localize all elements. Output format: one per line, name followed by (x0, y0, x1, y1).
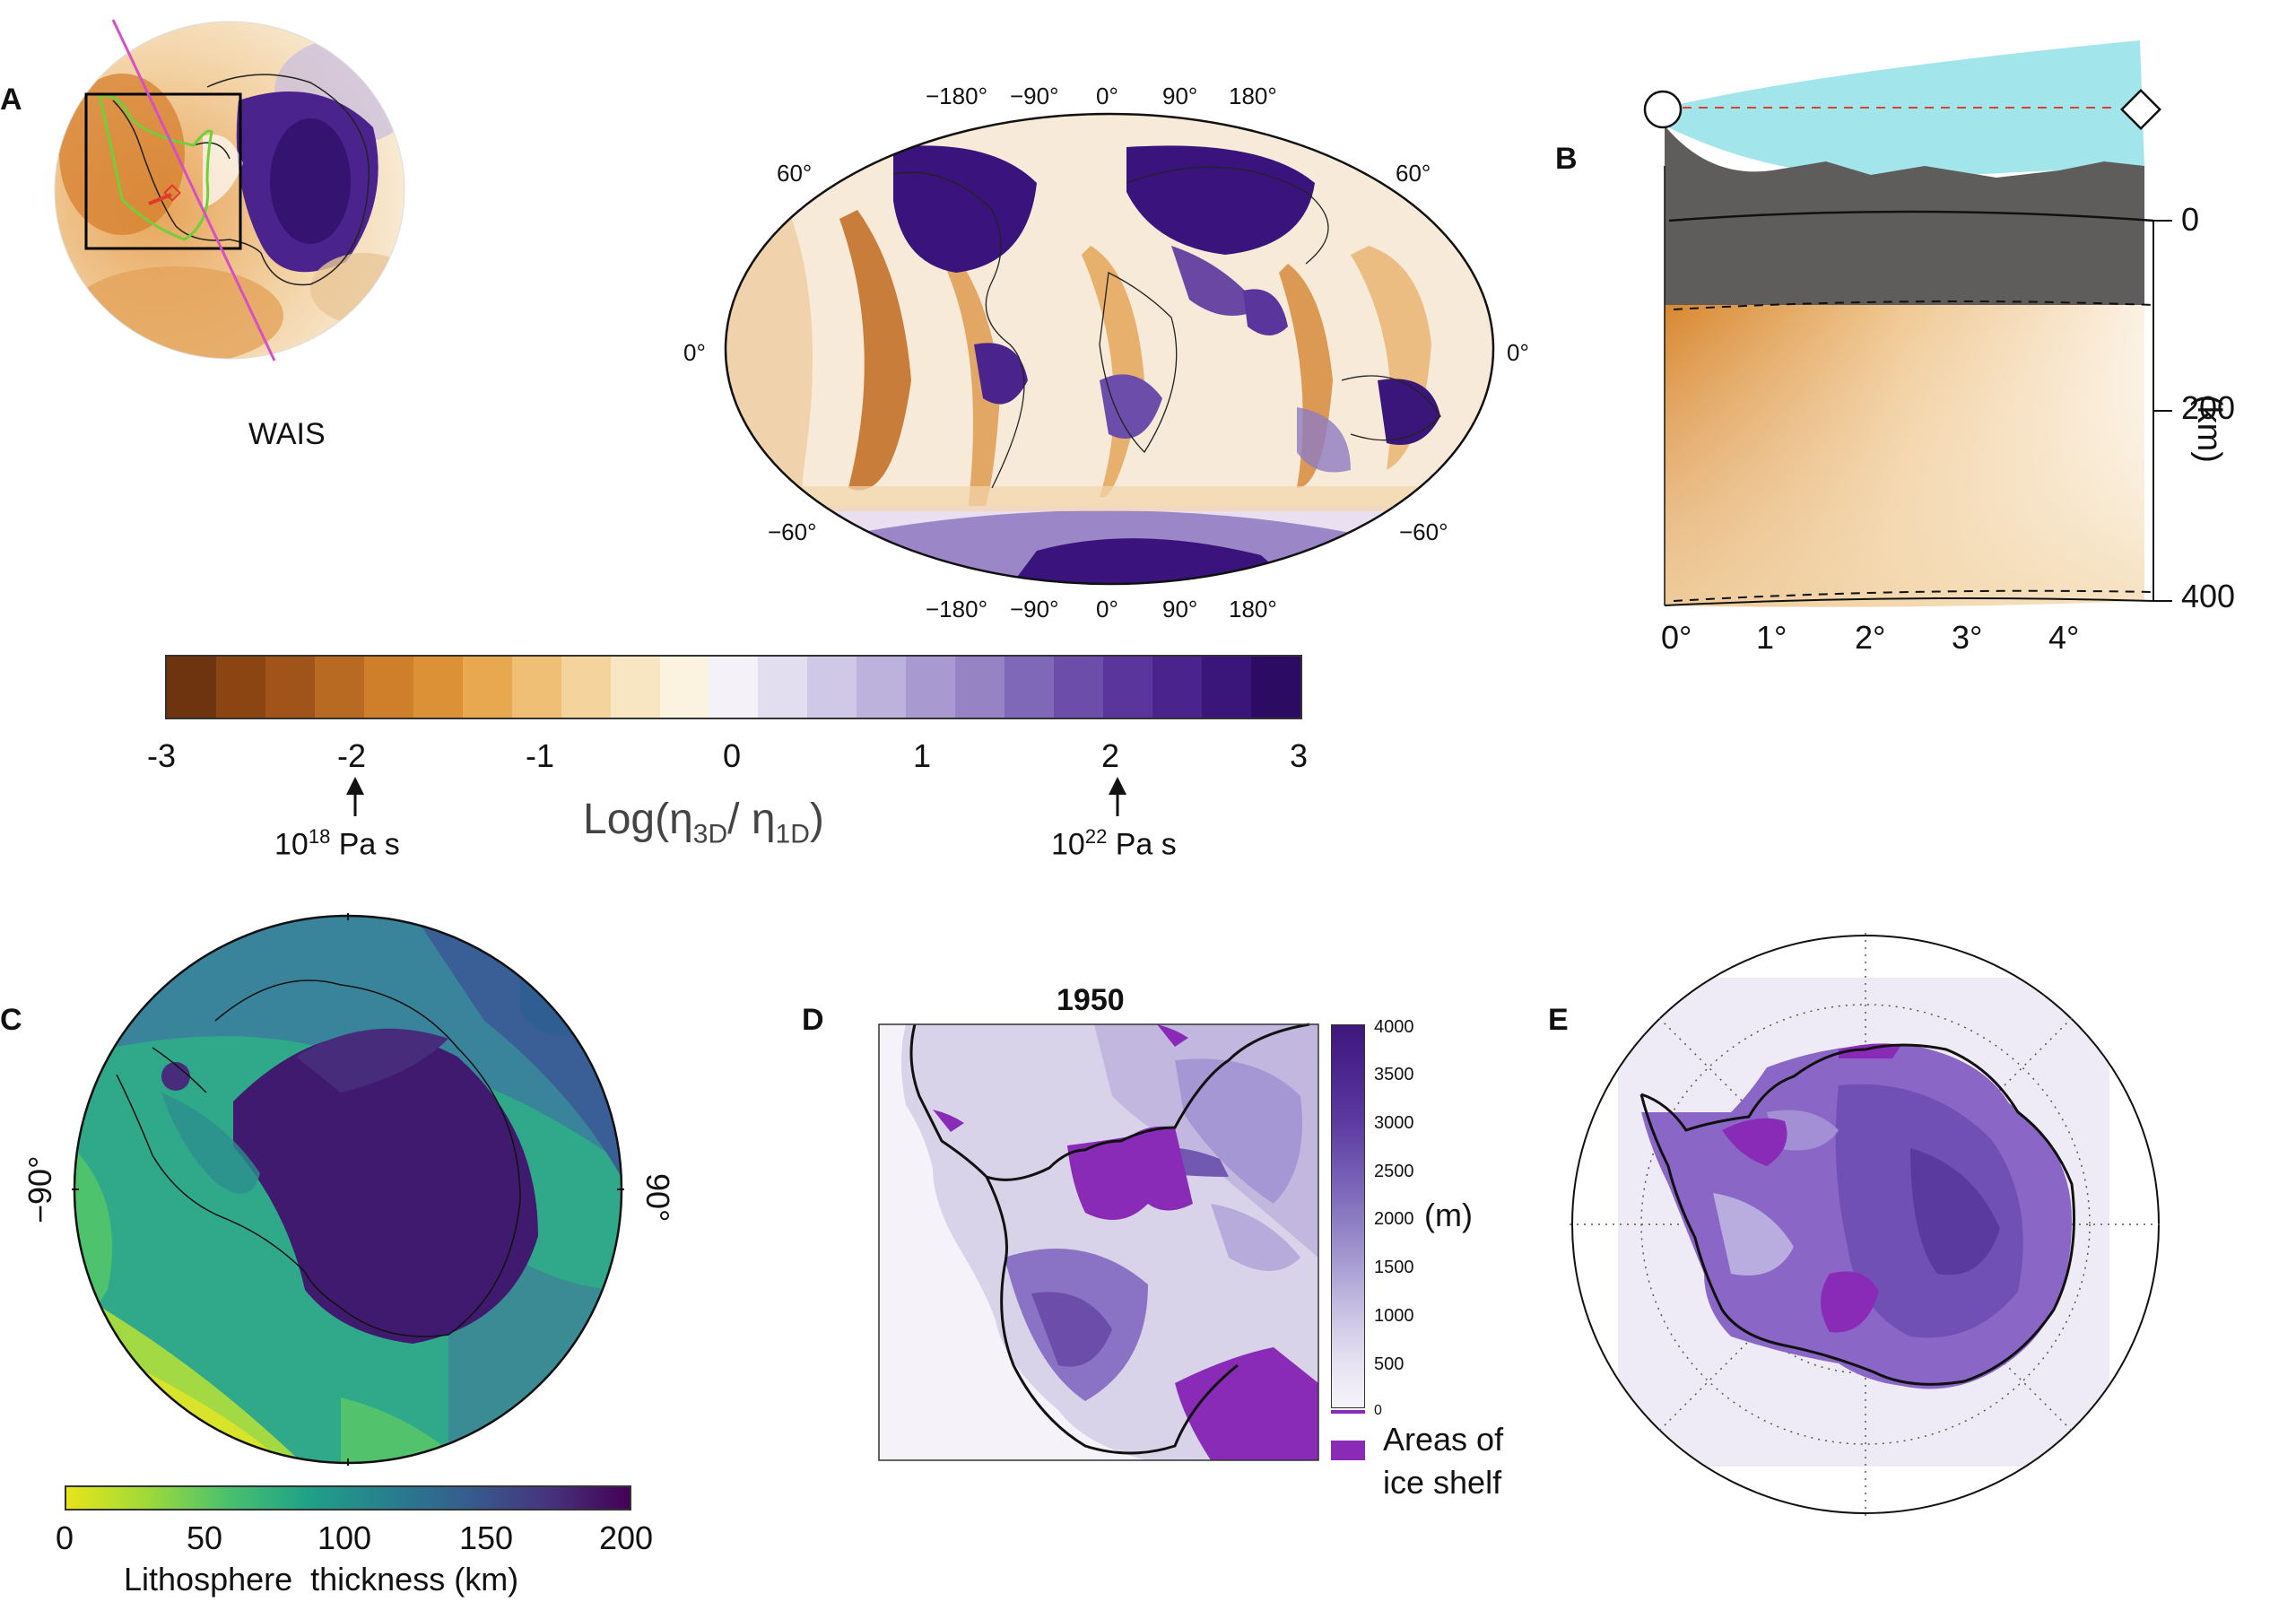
cross-section-profile (1643, 40, 2172, 607)
ice-thickness-1950-map (878, 1023, 1319, 1461)
ice-shelf-swatch (1331, 1441, 1365, 1460)
legend-line-1: Areas of (1383, 1421, 1504, 1458)
lithosphere-thickness-map (72, 913, 624, 1466)
lat-left-0: 0° (683, 339, 706, 366)
cbar-tick-minus3: -3 (147, 737, 177, 774)
ice-thickness-colorbar (1331, 1024, 1365, 1408)
panel-label-a: A (0, 83, 22, 117)
x-tick-4: 4° (2048, 619, 2080, 656)
viscosity-colorbar-segment (709, 657, 759, 718)
lat-right-60: 60° (1396, 160, 1431, 187)
lon-tick-bottom-4: 90° (1162, 596, 1198, 623)
viscosity-colorbar-segment (758, 657, 808, 718)
depth-tick-200: 200 (2181, 389, 2236, 426)
polar-ice-thickness-map (1570, 933, 2161, 1516)
d-tick-0: 0 (1374, 1403, 1382, 1418)
viscosity-colorbar-segment (265, 657, 315, 718)
eais-label: EAIS (429, 266, 499, 300)
panel-label-b: B (1555, 142, 1578, 176)
d-tick-2000: 2000 (1374, 1209, 1414, 1229)
lat-left-minus60: −60° (768, 518, 817, 545)
d-tick-1000: 1000 (1374, 1306, 1414, 1326)
high-viscosity-note: 1022 Pa s (1051, 825, 1177, 862)
x-tick-0: 0° (1661, 619, 1692, 656)
global-viscosity-map (724, 112, 1495, 586)
arrow-up-icon (1109, 777, 1126, 816)
depth-axis-label: (km) (2190, 395, 2228, 463)
zero-level-line (1331, 1410, 1365, 1414)
wais-label: WAIS (248, 417, 326, 451)
c-right-label: 90° (639, 1173, 676, 1223)
viscosity-colorbar-segment (167, 657, 216, 718)
lithosphere-colorbar (65, 1485, 631, 1511)
d-unit-label: (m) (1424, 1197, 1473, 1233)
viscosity-colorbar-segment (955, 657, 1005, 718)
litho-tick-0: 0 (56, 1519, 74, 1556)
lon-tick-top-3: 0° (1096, 83, 1118, 109)
d-tick-500: 500 (1374, 1354, 1405, 1374)
x-tick-3: 3° (1952, 619, 1983, 656)
viscosity-colorbar-segment (1250, 657, 1300, 718)
low-viscosity-note: 1018 Pa s (274, 825, 400, 862)
d-tick-1500: 1500 (1374, 1258, 1414, 1277)
lon-tick-bottom-3: 0° (1096, 596, 1118, 623)
viscosity-colorbar-segment (215, 657, 265, 718)
cbar-tick-3: 3 (1290, 737, 1309, 774)
arrow-up-icon (346, 777, 364, 816)
lon-tick-top-4: 90° (1162, 83, 1198, 109)
panel-label-e: E (1548, 1003, 1569, 1037)
lat-left-60: 60° (777, 160, 813, 187)
viscosity-colorbar-segment (610, 657, 660, 718)
x-tick-1: 1° (1756, 619, 1787, 656)
viscosity-colorbar-segment (511, 657, 561, 718)
viscosity-colorbar-segment (807, 657, 857, 718)
d-tick-3500: 3500 (1374, 1065, 1414, 1084)
lon-tick-bottom-2: −90° (1010, 596, 1059, 623)
panel-label-c: C (0, 1003, 22, 1037)
x-tick-2: 2° (1855, 619, 1886, 656)
cbar-tick-1: 1 (913, 737, 932, 774)
viscosity-colorbar-segment (857, 657, 907, 718)
litho-tick-50: 50 (187, 1519, 223, 1556)
depth-tick-400: 400 (2181, 578, 2236, 614)
viscosity-colorbar-segment (314, 657, 364, 718)
d-title: 1950 (1057, 983, 1125, 1017)
cbar-tick-minus1: -1 (526, 737, 555, 774)
litho-tick-100: 100 (317, 1519, 372, 1556)
cbar-tick-0: 0 (723, 737, 742, 774)
lon-tick-bottom-5: 180° (1229, 596, 1277, 623)
viscosity-colorbar-segment (1004, 657, 1055, 718)
litho-colorbar-label: Lithosphere thickness (km) (124, 1561, 519, 1598)
viscosity-colorbar-segment (413, 657, 463, 718)
viscosity-colorbar-segment (1103, 657, 1153, 718)
lon-tick-top-1: −180° (926, 83, 987, 109)
d-tick-4000: 4000 (1374, 1017, 1414, 1037)
c-left-label: −90° (22, 1155, 58, 1223)
lon-tick-top-2: −90° (1010, 83, 1059, 109)
viscosity-colorbar-segment (1054, 657, 1104, 718)
lat-right-0: 0° (1507, 339, 1529, 366)
antarctica-viscosity-map (54, 19, 405, 361)
lat-right-minus60: −60° (1399, 518, 1448, 545)
legend-line-2: ice shelf (1383, 1464, 1502, 1501)
viscosity-colorbar-segment (561, 657, 611, 718)
colorbar-title: Log(η3D/ η1D) (583, 796, 824, 849)
d-tick-3000: 3000 (1374, 1113, 1414, 1133)
litho-tick-150: 150 (459, 1519, 514, 1556)
viscosity-colorbar-segment (1202, 657, 1251, 718)
cbar-tick-2: 2 (1101, 737, 1120, 774)
viscosity-colorbar-segment (659, 657, 709, 718)
lon-tick-top-5: 180° (1229, 83, 1277, 109)
viscosity-colorbar-segment (363, 657, 413, 718)
viscosity-colorbar (165, 655, 1302, 719)
viscosity-colorbar-segment (906, 657, 956, 718)
viscosity-colorbar-segment (462, 657, 512, 718)
cbar-tick-minus2: -2 (337, 737, 367, 774)
panel-label-d: D (802, 1003, 824, 1037)
litho-tick-200: 200 (599, 1519, 654, 1556)
lon-tick-bottom-1: −180° (926, 596, 987, 623)
depth-tick-0: 0 (2181, 201, 2200, 238)
viscosity-colorbar-segment (1152, 657, 1203, 718)
d-tick-2500: 2500 (1374, 1162, 1414, 1181)
